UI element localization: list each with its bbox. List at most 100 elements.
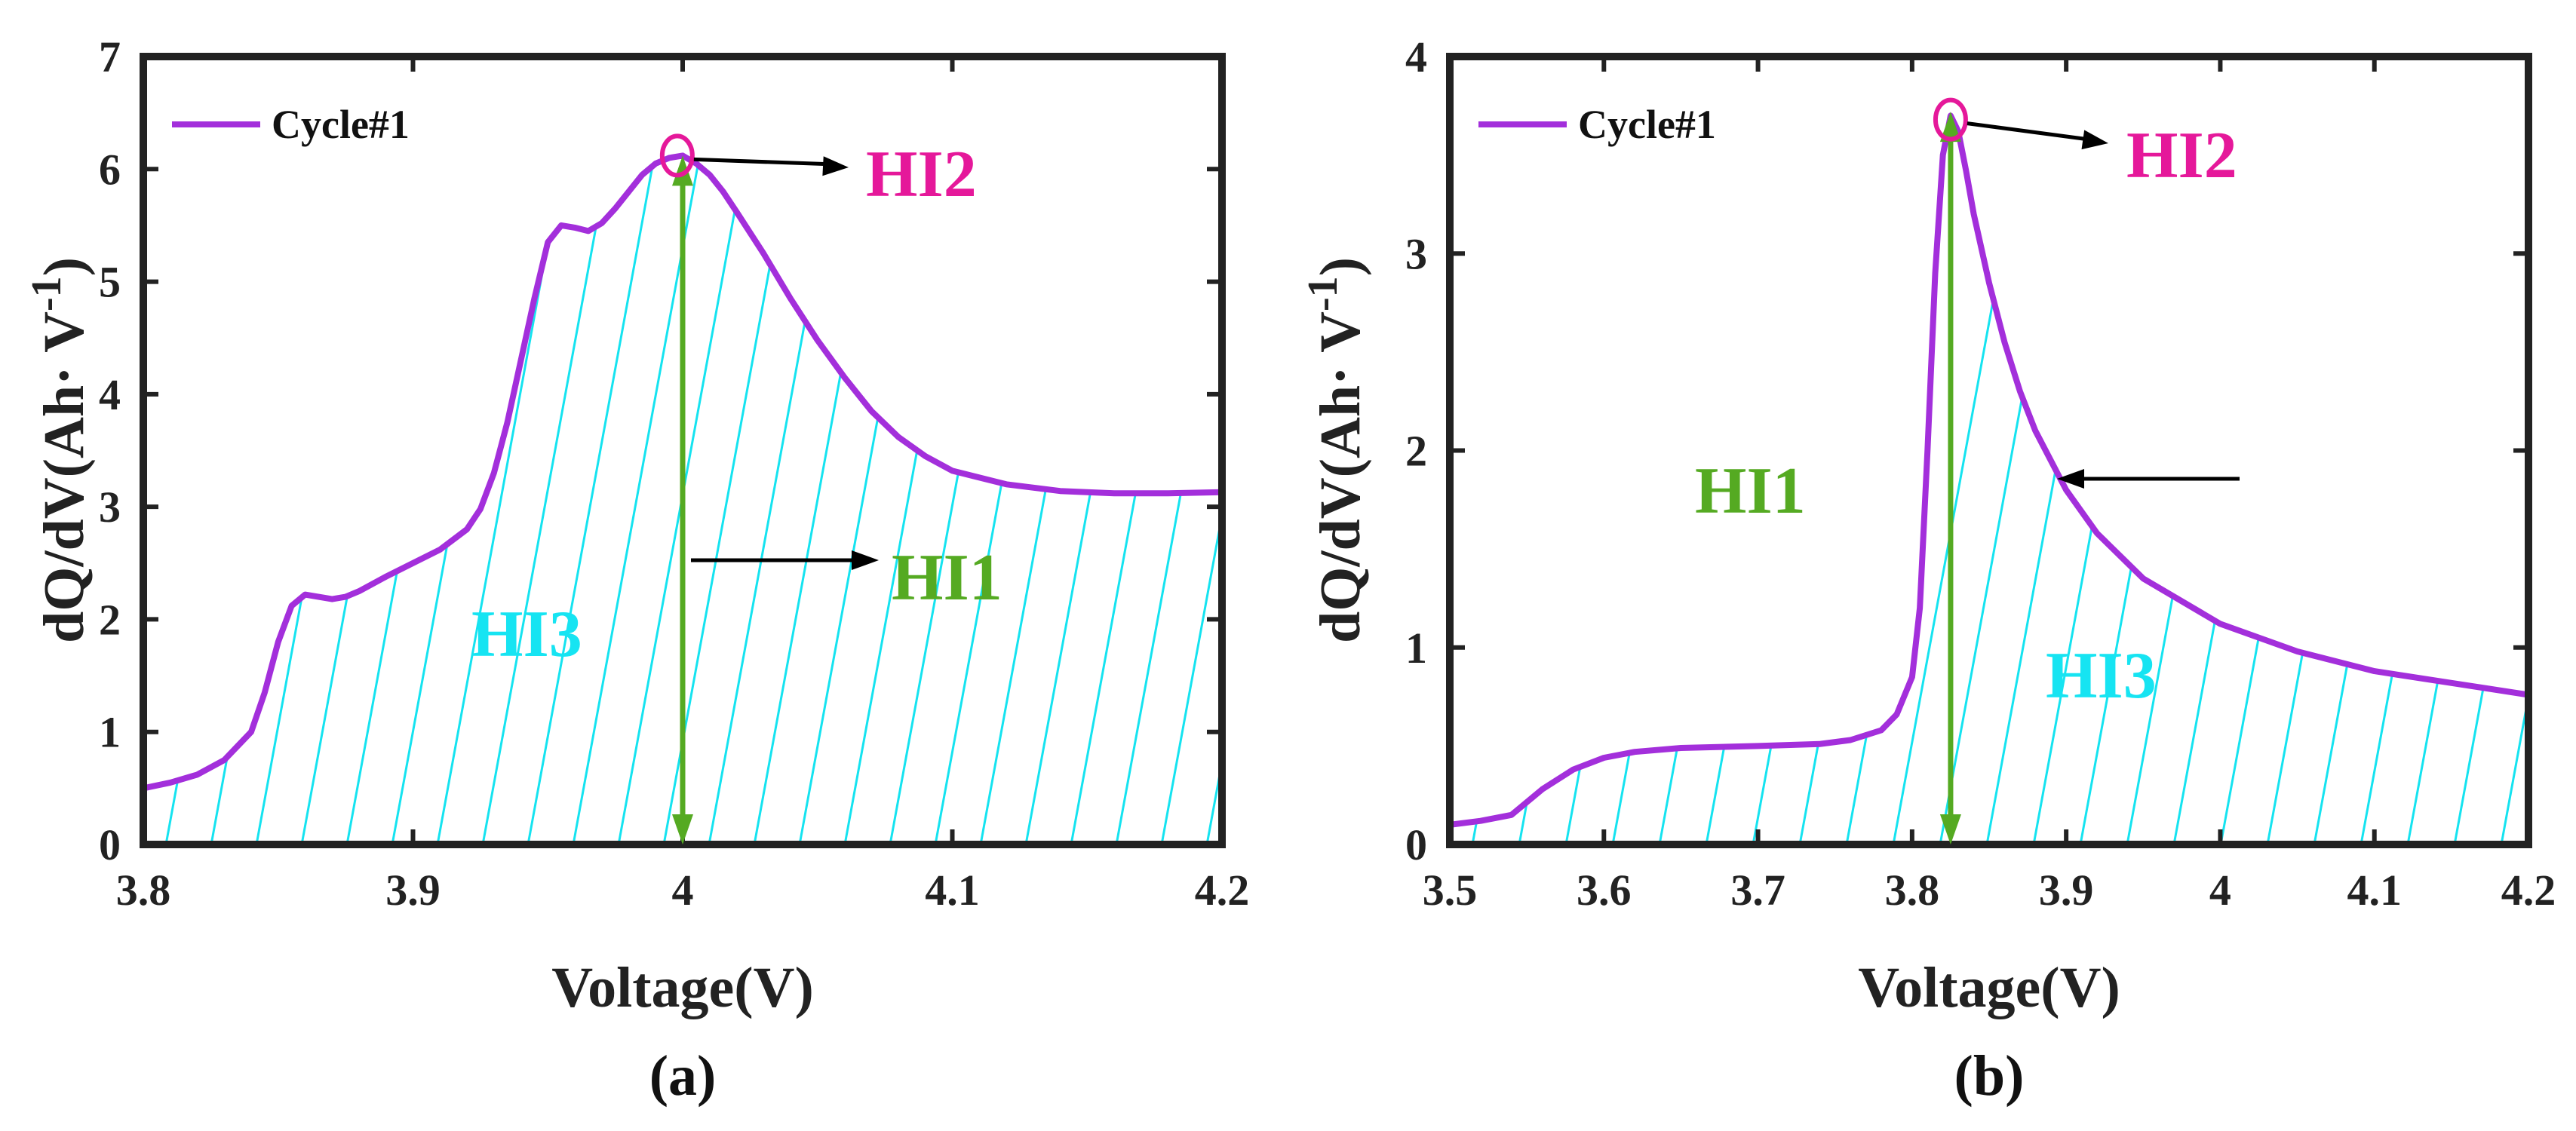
hatch-line-a [255, 596, 303, 844]
hatch-line-b [2406, 679, 2439, 844]
y-tick-label-b: 2 [1405, 427, 1427, 476]
hatch-line-b [1564, 765, 1582, 844]
hatch-line-a [798, 415, 880, 844]
hi1-arrowhead-bottom-b [1939, 814, 1961, 844]
y-tick-label-b: 3 [1405, 229, 1427, 278]
chart-a-svg: 3.8 3.9 4 4.1 4.2 0 1 2 3 4 5 6 7 Cycle#1 HI2 HI1 HI… [23, 32, 1250, 1108]
legend-label-a: Cycle#1 [272, 102, 410, 147]
hi3-label-b: HI3 [2046, 639, 2157, 713]
series-line-b [1449, 112, 2529, 828]
hatch-line-a [843, 449, 919, 844]
hi1-arrowhead-bottom-a [672, 814, 693, 844]
legend-label-b: Cycle#1 [1578, 102, 1716, 147]
hatch-line-b [2453, 687, 2485, 844]
y-tick-label-a: 0 [99, 820, 121, 869]
x-tick-label-a: 4.1 [925, 866, 980, 915]
x-axis-label-b: Voltage(V) [1858, 956, 2120, 1019]
y-tick-label-b: 0 [1405, 820, 1427, 869]
hi2-label-a: HI2 [866, 138, 977, 211]
hi2-pointer-head-a [822, 156, 849, 176]
hatch-line-b [2172, 619, 2217, 844]
x-tick-label-a: 3.9 [385, 866, 441, 915]
hatch-line-b [2313, 663, 2349, 844]
hatch-line-b [1705, 746, 1726, 844]
hatch-line-b [1939, 396, 2024, 844]
hatch-line-b [2500, 696, 2528, 844]
hatch-line-b [1798, 743, 1820, 844]
hi1-pointer-head-a [852, 550, 879, 570]
hatch-line-a [436, 241, 550, 844]
x-tick-label-b: 4 [2209, 866, 2231, 915]
hatch-line-b [2126, 595, 2174, 844]
hatch-line-b [1518, 800, 1529, 844]
y-axis-label-sup-a: -1 [23, 276, 70, 311]
hatch-line-a [934, 482, 1003, 844]
hatch-line-a [1160, 515, 1222, 844]
hatch-line-b [1658, 747, 1678, 844]
y-axis-label-a: dQ/dV(Ah· V-1) [23, 257, 96, 643]
hi2-pointer-line-b [1967, 121, 2095, 143]
y-axis-label-b: dQ/dV(Ah· V-1) [1300, 257, 1372, 643]
y-tick-label-a: 4 [99, 370, 121, 419]
hi1-arrowhead-top-b [1939, 112, 1961, 143]
hatch-line-a [481, 225, 597, 844]
caption-b: (b) [1954, 1044, 2025, 1108]
x-tick-label-a: 4 [672, 866, 694, 915]
hi1-label-b: HI1 [1695, 455, 1806, 528]
hatch-line-b [2360, 672, 2394, 844]
hi2-marker-circle-a [659, 133, 695, 178]
x-tick-label-b: 3.7 [1730, 866, 1785, 915]
hatch-line-a [1070, 492, 1137, 844]
hatch-line-a [527, 165, 654, 844]
hatch-line-b [1752, 744, 1773, 844]
x-tick-label-b: 4.1 [2347, 866, 2402, 915]
y-tick-label-a: 1 [99, 708, 121, 757]
hatch-line-b [2032, 524, 2094, 844]
hi1-arrowhead-top-a [672, 155, 693, 186]
hi2-pointer-line-a [693, 157, 836, 167]
hatch-line-a [708, 319, 807, 844]
x-tick-label-b: 3.5 [1423, 866, 1478, 915]
hi1-pointer-head-b [2057, 469, 2084, 489]
x-tick-label-b: 3.9 [2039, 866, 2094, 915]
hatch-line-a [979, 488, 1048, 844]
hatch-line-b [2079, 565, 2133, 844]
x-tick-label-b: 3.8 [1885, 866, 1940, 915]
plot-frame-b [1446, 53, 2532, 848]
x-tick-label-a: 4.2 [1195, 866, 1250, 915]
hatch-line-b [1985, 468, 2057, 844]
y-tick-label-b: 1 [1405, 624, 1427, 673]
hi2-pointer-head-b [2081, 130, 2108, 150]
hatch-line-a [572, 164, 699, 844]
hatch-line-b [2219, 636, 2261, 844]
chart-panel-b: 3.5 3.6 3.7 3.8 3.9 4 4.1 4.2 0 1 2 3 4 Cycle#1 HI2 … [1288, 0, 2576, 1127]
hi1-label-a: HI1 [892, 541, 1002, 615]
hatch-line-a [300, 595, 348, 844]
hi2-label-b: HI2 [2126, 119, 2237, 192]
y-tick-label-a: 7 [99, 32, 121, 81]
chart-panel-a: 3.8 3.9 4 4.1 4.2 0 1 2 3 4 5 6 7 Cycle#1 HI2 HI1 HI… [0, 0, 1288, 1127]
series-line-a [143, 152, 1223, 792]
hatch-line-a [164, 779, 180, 844]
hatch-line-b [1611, 752, 1631, 844]
y-tick-label-a: 2 [99, 595, 121, 644]
hatch-line-a [1024, 491, 1092, 844]
x-tick-label-b: 4.2 [2501, 866, 2556, 915]
y-axis-label-sup-b: -1 [1300, 276, 1346, 311]
y-tick-label-a: 5 [99, 258, 121, 307]
caption-a: (a) [649, 1044, 717, 1108]
hi3-label-a: HI3 [471, 598, 582, 671]
x-tick-label-b: 3.6 [1577, 866, 1632, 915]
hatch-line-a [210, 755, 229, 844]
x-axis-label-a: Voltage(V) [551, 956, 814, 1019]
hatch-line-b [2266, 651, 2304, 844]
hatch-line-a [662, 263, 772, 844]
hatch-line-a [345, 569, 399, 844]
hi2-marker-circle-b [1933, 97, 1968, 142]
hatch-line-a [617, 207, 737, 844]
y-tick-label-b: 4 [1405, 32, 1427, 81]
hatch-line-a [889, 471, 960, 844]
hatch-line-a [753, 370, 843, 844]
hatch-line-a [391, 542, 449, 844]
